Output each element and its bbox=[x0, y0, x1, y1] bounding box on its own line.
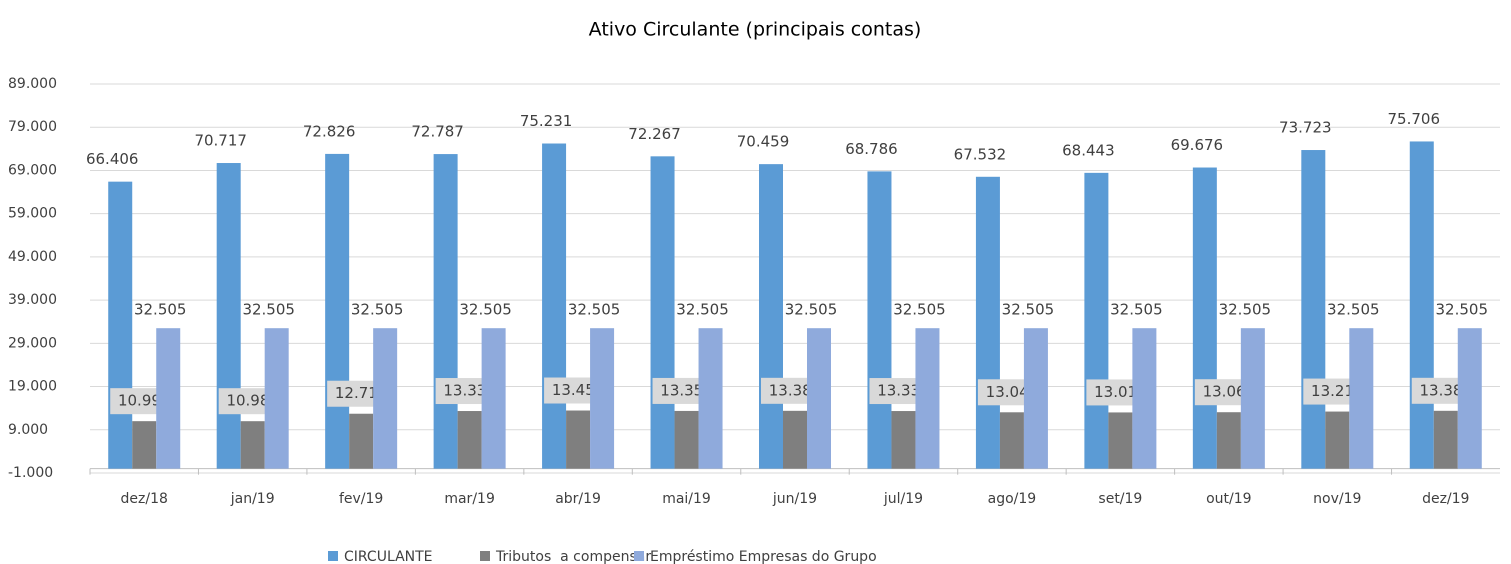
bar bbox=[807, 328, 831, 469]
bar bbox=[349, 413, 374, 469]
bar bbox=[1433, 410, 1458, 469]
bar bbox=[759, 164, 783, 469]
value-label: 32.505 bbox=[1327, 301, 1380, 319]
y-tick-label: 89.000 bbox=[8, 76, 57, 92]
bar bbox=[783, 410, 807, 469]
x-tick-label: jun/19 bbox=[772, 491, 817, 507]
bar bbox=[698, 328, 723, 469]
bar bbox=[999, 412, 1024, 469]
x-tick-label: mar/19 bbox=[444, 491, 495, 507]
value-label: 67.532 bbox=[954, 145, 1007, 163]
value-label: 72.826 bbox=[303, 122, 356, 140]
value-label: 32.505 bbox=[568, 301, 621, 319]
bar bbox=[1192, 167, 1217, 469]
x-tick-label: jul/19 bbox=[883, 491, 923, 507]
x-tick-label: dez/19 bbox=[1422, 491, 1469, 507]
value-label: 75.231 bbox=[520, 112, 573, 130]
value-label: 72.787 bbox=[411, 123, 464, 141]
x-tick-label: nov/19 bbox=[1313, 491, 1361, 507]
bar bbox=[1023, 328, 1048, 469]
bar bbox=[891, 411, 916, 469]
bar bbox=[1457, 328, 1482, 469]
bar bbox=[590, 328, 615, 469]
bar bbox=[240, 421, 265, 469]
value-label: 32.505 bbox=[242, 301, 295, 319]
bar bbox=[1301, 150, 1326, 469]
value-label: 32.505 bbox=[676, 301, 729, 319]
bar bbox=[108, 181, 133, 469]
chart-title: Ativo Circulante (principais contas) bbox=[589, 19, 922, 41]
y-tick-label: 19.000 bbox=[8, 379, 57, 395]
bar bbox=[542, 143, 567, 469]
bar bbox=[1132, 328, 1157, 469]
bar bbox=[867, 171, 892, 469]
legend-swatch bbox=[480, 551, 490, 561]
value-label: 66.406 bbox=[86, 150, 139, 168]
bar bbox=[674, 410, 699, 469]
value-label: 68.786 bbox=[845, 140, 898, 158]
x-tick-label: fev/19 bbox=[339, 491, 383, 507]
value-label: 70.459 bbox=[737, 133, 790, 151]
value-label: 32.505 bbox=[1002, 301, 1055, 319]
value-label: 68.443 bbox=[1062, 141, 1115, 159]
bar bbox=[156, 328, 181, 469]
legend-swatch bbox=[328, 551, 338, 561]
x-tick-label: mai/19 bbox=[662, 491, 711, 507]
value-label: 32.505 bbox=[351, 301, 404, 319]
y-tick-label: 39.000 bbox=[8, 292, 57, 308]
y-tick-label: 79.000 bbox=[8, 119, 57, 135]
legend-swatch bbox=[634, 551, 644, 561]
bar bbox=[457, 411, 482, 469]
bar bbox=[1349, 328, 1374, 469]
value-label: 72.267 bbox=[628, 125, 681, 143]
bar bbox=[481, 328, 506, 469]
y-tick-label: 59.000 bbox=[8, 206, 57, 222]
bar bbox=[1325, 411, 1350, 469]
bar bbox=[216, 163, 241, 469]
x-tick-label: out/19 bbox=[1206, 491, 1251, 507]
y-tick-label: 9.000 bbox=[8, 422, 48, 438]
value-label: 32.505 bbox=[1110, 301, 1163, 319]
legend-label: CIRCULANTE bbox=[344, 549, 433, 564]
bar bbox=[433, 154, 458, 469]
value-label: 32.505 bbox=[785, 301, 838, 319]
value-label: 32.505 bbox=[893, 301, 946, 319]
bar bbox=[975, 176, 1000, 469]
bar bbox=[1216, 412, 1241, 469]
x-tick-label: ago/19 bbox=[988, 491, 1037, 507]
value-label: 32.505 bbox=[1219, 301, 1272, 319]
value-label: 75.706 bbox=[1388, 110, 1441, 128]
value-label: 73.723 bbox=[1279, 119, 1332, 137]
y-tick-label: 29.000 bbox=[8, 335, 57, 351]
value-label: 70.717 bbox=[194, 132, 247, 150]
bar bbox=[373, 328, 398, 469]
legend-label: Tributos a compensar bbox=[495, 549, 651, 564]
bar bbox=[264, 328, 289, 469]
x-tick-label: jan/19 bbox=[230, 491, 275, 507]
bar bbox=[1240, 328, 1265, 469]
x-tick-label: set/19 bbox=[1098, 491, 1142, 507]
x-tick-label: dez/18 bbox=[121, 491, 168, 507]
bar bbox=[325, 153, 350, 469]
bar bbox=[132, 421, 157, 469]
legend-label: Empréstimo Empresas do Grupo bbox=[650, 549, 877, 564]
y-tick-label: -1.000 bbox=[8, 465, 53, 481]
value-label: 32.505 bbox=[459, 301, 512, 319]
bar bbox=[566, 410, 591, 469]
x-tick-label: abr/19 bbox=[555, 491, 601, 507]
bar bbox=[1108, 412, 1133, 469]
bar bbox=[650, 156, 675, 469]
value-label: 32.505 bbox=[134, 301, 187, 319]
y-tick-label: 49.000 bbox=[8, 249, 57, 265]
value-label: 32.505 bbox=[1436, 301, 1489, 319]
bar bbox=[1409, 141, 1434, 469]
bar bbox=[915, 328, 940, 469]
bar bbox=[1084, 172, 1109, 469]
y-tick-label: 69.000 bbox=[8, 162, 57, 178]
value-label: 69.676 bbox=[1171, 136, 1224, 154]
